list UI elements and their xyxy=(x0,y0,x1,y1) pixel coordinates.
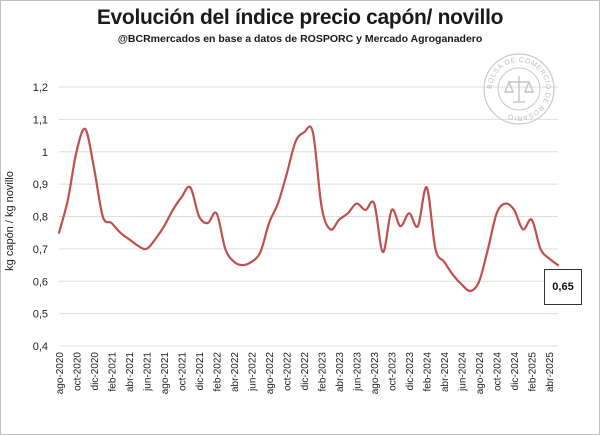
chart-subtitle: @BCRmercados en base a datos de ROSPORC … xyxy=(117,33,483,45)
x-tick-label: abr-2021 xyxy=(125,352,136,392)
x-tick-label: oct-2022 xyxy=(283,352,294,391)
bcr-seal-watermark: BOLSA DE COMERCIO DE ROSARIO xyxy=(483,53,555,125)
x-tick-label: dic-2020 xyxy=(90,352,101,391)
y-tick-label: 1 xyxy=(42,147,48,159)
y-tick-label: 0,8 xyxy=(33,212,48,224)
x-tick-label: dic-2024 xyxy=(510,352,521,391)
x-tick-label: jun-2024 xyxy=(458,352,469,392)
x-tick-label: abr-2022 xyxy=(230,352,241,392)
y-tick-label: 1,2 xyxy=(33,82,48,94)
gridlines xyxy=(59,86,558,347)
x-tick-label: ago-2020 xyxy=(55,352,66,395)
y-tick-label: 0,5 xyxy=(33,309,48,321)
chart-title: Evolución del índice precio capón/ novil… xyxy=(96,6,504,29)
x-tick-label: oct-2020 xyxy=(73,352,84,391)
last-value-callout: 0,65 xyxy=(544,269,582,305)
x-tick-label: ago-2021 xyxy=(160,352,171,395)
series-line xyxy=(57,125,560,293)
x-tick-label: oct-2021 xyxy=(178,352,189,391)
x-tick-label: dic-2023 xyxy=(405,352,416,391)
x-tick-label: dic-2021 xyxy=(195,352,206,391)
y-tick-label: 0,6 xyxy=(33,276,48,288)
x-tick-label: ago-2024 xyxy=(475,352,486,395)
x-tick-label: feb-2022 xyxy=(213,352,224,392)
x-tick-label: jun-2021 xyxy=(143,352,154,392)
x-tick-label: oct-2024 xyxy=(493,352,504,391)
x-tick-label: ago-2023 xyxy=(370,352,381,395)
x-tick-label: jun-2022 xyxy=(248,352,259,392)
y-tick-label: 0,4 xyxy=(33,341,48,353)
y-tick-label: 0,9 xyxy=(33,179,48,191)
x-tick-label: oct-2023 xyxy=(388,352,399,391)
x-tick-label: dic-2022 xyxy=(300,352,311,391)
x-tick-labels: ago-2020 oct-2020 dic-2020 feb-2021 abr-2021… xyxy=(55,352,556,395)
x-tick-label: feb-2025 xyxy=(528,352,539,392)
x-tick-label: abr-2024 xyxy=(440,352,451,392)
x-tick-label: abr-2023 xyxy=(335,352,346,392)
x-tick-label: jun-2023 xyxy=(353,352,364,392)
x-tick-label: feb-2023 xyxy=(318,352,329,392)
x-tick-label: feb-2021 xyxy=(108,352,119,392)
y-tick-labels: 0,4 0,5 0,6 0,7 0,8 0,9 1 1,1 1,2 xyxy=(33,82,48,353)
x-tick-label: feb-2024 xyxy=(423,352,434,392)
y-tick-label: 1,1 xyxy=(33,114,48,126)
y-tick-label: 0,7 xyxy=(33,244,48,256)
x-tick-label: abr-2025 xyxy=(545,352,556,392)
x-tick-label: ago-2022 xyxy=(265,352,276,395)
